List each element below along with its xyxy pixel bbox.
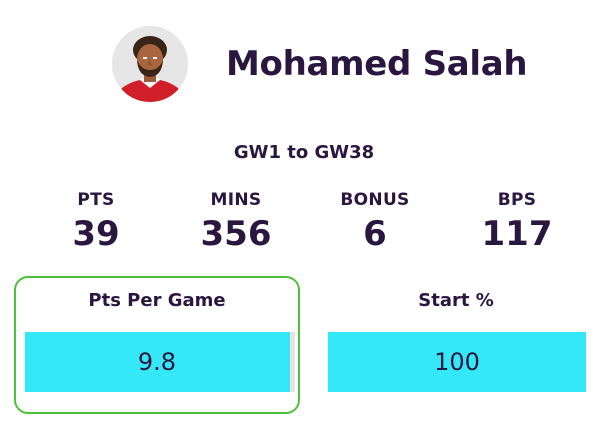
player-avatar <box>112 26 188 102</box>
stat-label: BONUS <box>340 190 410 210</box>
stats-row: PTS 39 MINS 356 BONUS 6 BPS 117 <box>0 190 608 264</box>
stat-label: BPS <box>497 190 537 210</box>
stat-mins: MINS 356 <box>166 190 306 254</box>
player-avatar-icon <box>112 26 188 102</box>
metric-bar-fill <box>328 332 586 392</box>
selected-metric-highlight <box>14 276 300 414</box>
stat-label: PTS <box>77 190 115 210</box>
metric-value: 9.8 <box>137 348 177 376</box>
metric-label: Start % <box>418 290 494 311</box>
stat-value: 117 <box>481 214 553 254</box>
stat-bonus: BONUS 6 <box>305 190 445 254</box>
stat-pts: PTS 39 <box>26 190 166 254</box>
stat-value: 39 <box>72 214 120 254</box>
metric-bar-track <box>328 332 586 392</box>
player-name: Mohamed Salah <box>226 44 528 84</box>
metric-bar-track <box>25 332 295 392</box>
stat-value: 356 <box>200 214 272 254</box>
stat-value: 6 <box>363 214 387 254</box>
metric-pts-per-game[interactable]: Pts Per Game 9.8 <box>14 276 300 416</box>
stat-bps: BPS 117 <box>447 190 587 254</box>
metric-bar-fill <box>25 332 290 392</box>
gameweek-range: GW1 to GW38 <box>233 142 375 163</box>
stat-label: MINS <box>210 190 262 210</box>
metric-label: Pts Per Game <box>88 290 226 311</box>
player-header: Mohamed Salah <box>0 0 608 130</box>
metric-value: 100 <box>434 348 480 376</box>
metric-start-percent[interactable]: Start % 100 <box>316 276 596 416</box>
